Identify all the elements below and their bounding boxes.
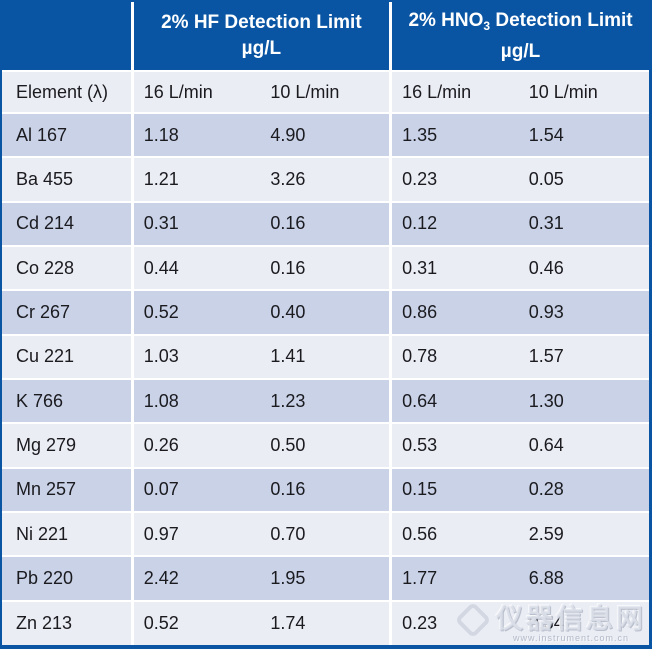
value-cell: 0.52 <box>132 290 261 336</box>
value-cell: 0.16 <box>260 467 393 513</box>
value-cell: 0.31 <box>518 201 649 247</box>
corner-cell <box>2 2 134 72</box>
value-cell: 1.54 <box>518 113 649 159</box>
table-row: Cd 214 0.31 0.16 0.12 0.31 <box>2 201 649 247</box>
table-row: Co 228 0.44 0.16 0.31 0.46 <box>2 245 649 292</box>
value-cell: 0.07 <box>132 467 261 513</box>
element-cell: Mn 257 <box>2 467 134 513</box>
value-cell: 0.44 <box>132 245 261 292</box>
value-cell: 0.78 <box>390 334 519 380</box>
value-cell: 0.64 <box>390 378 519 425</box>
value-cell: 0.97 <box>132 511 261 558</box>
value-cell: 0.64 <box>518 423 649 469</box>
hno3-group-header: 2% HNO3 Detection Limit µg/L <box>390 2 649 72</box>
value-cell: 0.31 <box>132 201 261 247</box>
value-cell: 0.46 <box>518 245 649 292</box>
value-cell: 0.15 <box>390 467 519 513</box>
table-row: Al 167 1.18 4.90 1.35 1.54 <box>2 113 649 159</box>
hno3-title-prefix: 2% HNO <box>408 9 484 31</box>
table-row: Cu 221 1.03 1.41 0.78 1.57 <box>2 334 649 380</box>
value-cell: 4.90 <box>260 113 393 159</box>
value-cell: 0.12 <box>390 201 519 247</box>
value-cell: 0.16 <box>260 245 393 292</box>
value-cell: 1.30 <box>518 378 649 425</box>
element-cell: Zn 213 <box>2 600 134 645</box>
value-cell: 0.23 <box>390 157 519 203</box>
element-cell: Cr 267 <box>2 290 134 336</box>
value-cell: 3.26 <box>260 157 393 203</box>
value-cell: 2.59 <box>518 511 649 558</box>
value-cell: 1.95 <box>260 556 393 602</box>
group-header-row: 2% HF Detection Limit µg/L 2% HNO3 Detec… <box>2 2 649 72</box>
value-cell: 0.50 <box>260 423 393 469</box>
column-header-hf-10: 10 L/min <box>260 71 393 114</box>
value-cell: 1.74 <box>260 600 393 645</box>
value-cell: 0.40 <box>260 290 393 336</box>
hf-group-header: 2% HF Detection Limit µg/L <box>132 2 393 72</box>
element-cell: K 766 <box>2 378 134 425</box>
table-row: Ba 455 1.21 3.26 0.23 0.05 <box>2 157 649 203</box>
table-row: Mg 279 0.26 0.50 0.53 0.64 <box>2 423 649 469</box>
table-row: K 766 1.08 1.23 0.64 1.30 <box>2 378 649 425</box>
value-cell: 0.86 <box>390 290 519 336</box>
element-cell: Ba 455 <box>2 157 134 203</box>
element-cell: Mg 279 <box>2 423 134 469</box>
value-cell: 0.05 <box>518 157 649 203</box>
value-cell: 1.77 <box>390 556 519 602</box>
value-cell: 0.54 <box>518 600 649 645</box>
hno3-title-suffix: Detection Limit <box>490 9 633 31</box>
value-cell: 1.18 <box>132 113 261 159</box>
value-cell: 0.16 <box>260 201 393 247</box>
value-cell: 1.21 <box>132 157 261 203</box>
value-cell: 0.31 <box>390 245 519 292</box>
element-column-header: Element (λ) <box>2 71 134 114</box>
value-cell: 1.35 <box>390 113 519 159</box>
hno3-subscript: 3 <box>483 18 491 33</box>
column-header-row: Element (λ) 16 L/min 10 L/min 16 L/min 1… <box>2 71 649 114</box>
value-cell: 1.23 <box>260 378 393 425</box>
value-cell: 0.28 <box>518 467 649 513</box>
value-cell: 0.52 <box>132 600 261 645</box>
value-cell: 0.53 <box>390 423 519 469</box>
hno3-unit: µg/L <box>500 40 541 62</box>
element-cell: Co 228 <box>2 245 134 292</box>
table-row: Mn 257 0.07 0.16 0.15 0.28 <box>2 467 649 513</box>
element-cell: Cd 214 <box>2 201 134 247</box>
table-row: Cr 267 0.52 0.40 0.86 0.93 <box>2 290 649 336</box>
value-cell: 0.70 <box>260 511 393 558</box>
element-cell: Ni 221 <box>2 511 134 558</box>
element-cell: Cu 221 <box>2 334 134 380</box>
value-cell: 1.41 <box>260 334 393 380</box>
value-cell: 1.03 <box>132 334 261 380</box>
column-header-hno3-10: 10 L/min <box>518 71 649 114</box>
element-cell: Pb 220 <box>2 556 134 602</box>
hf-unit: µg/L <box>241 38 282 59</box>
value-cell: 0.23 <box>390 600 519 645</box>
element-cell: Al 167 <box>2 113 134 159</box>
hf-title: 2% HF Detection Limit <box>161 12 362 33</box>
value-cell: 0.93 <box>518 290 649 336</box>
value-cell: 0.56 <box>390 511 519 558</box>
value-cell: 6.88 <box>518 556 649 602</box>
value-cell: 0.26 <box>132 423 261 469</box>
column-header-hno3-16: 16 L/min <box>390 71 519 114</box>
table-row: Pb 220 2.42 1.95 1.77 6.88 <box>2 556 649 602</box>
value-cell: 1.57 <box>518 334 649 380</box>
value-cell: 1.08 <box>132 378 261 425</box>
column-header-hf-16: 16 L/min <box>132 71 261 114</box>
table-row: Zn 213 0.52 1.74 0.23 0.54 <box>2 600 649 645</box>
value-cell: 2.42 <box>132 556 261 602</box>
table-row: Ni 221 0.97 0.70 0.56 2.59 <box>2 511 649 558</box>
